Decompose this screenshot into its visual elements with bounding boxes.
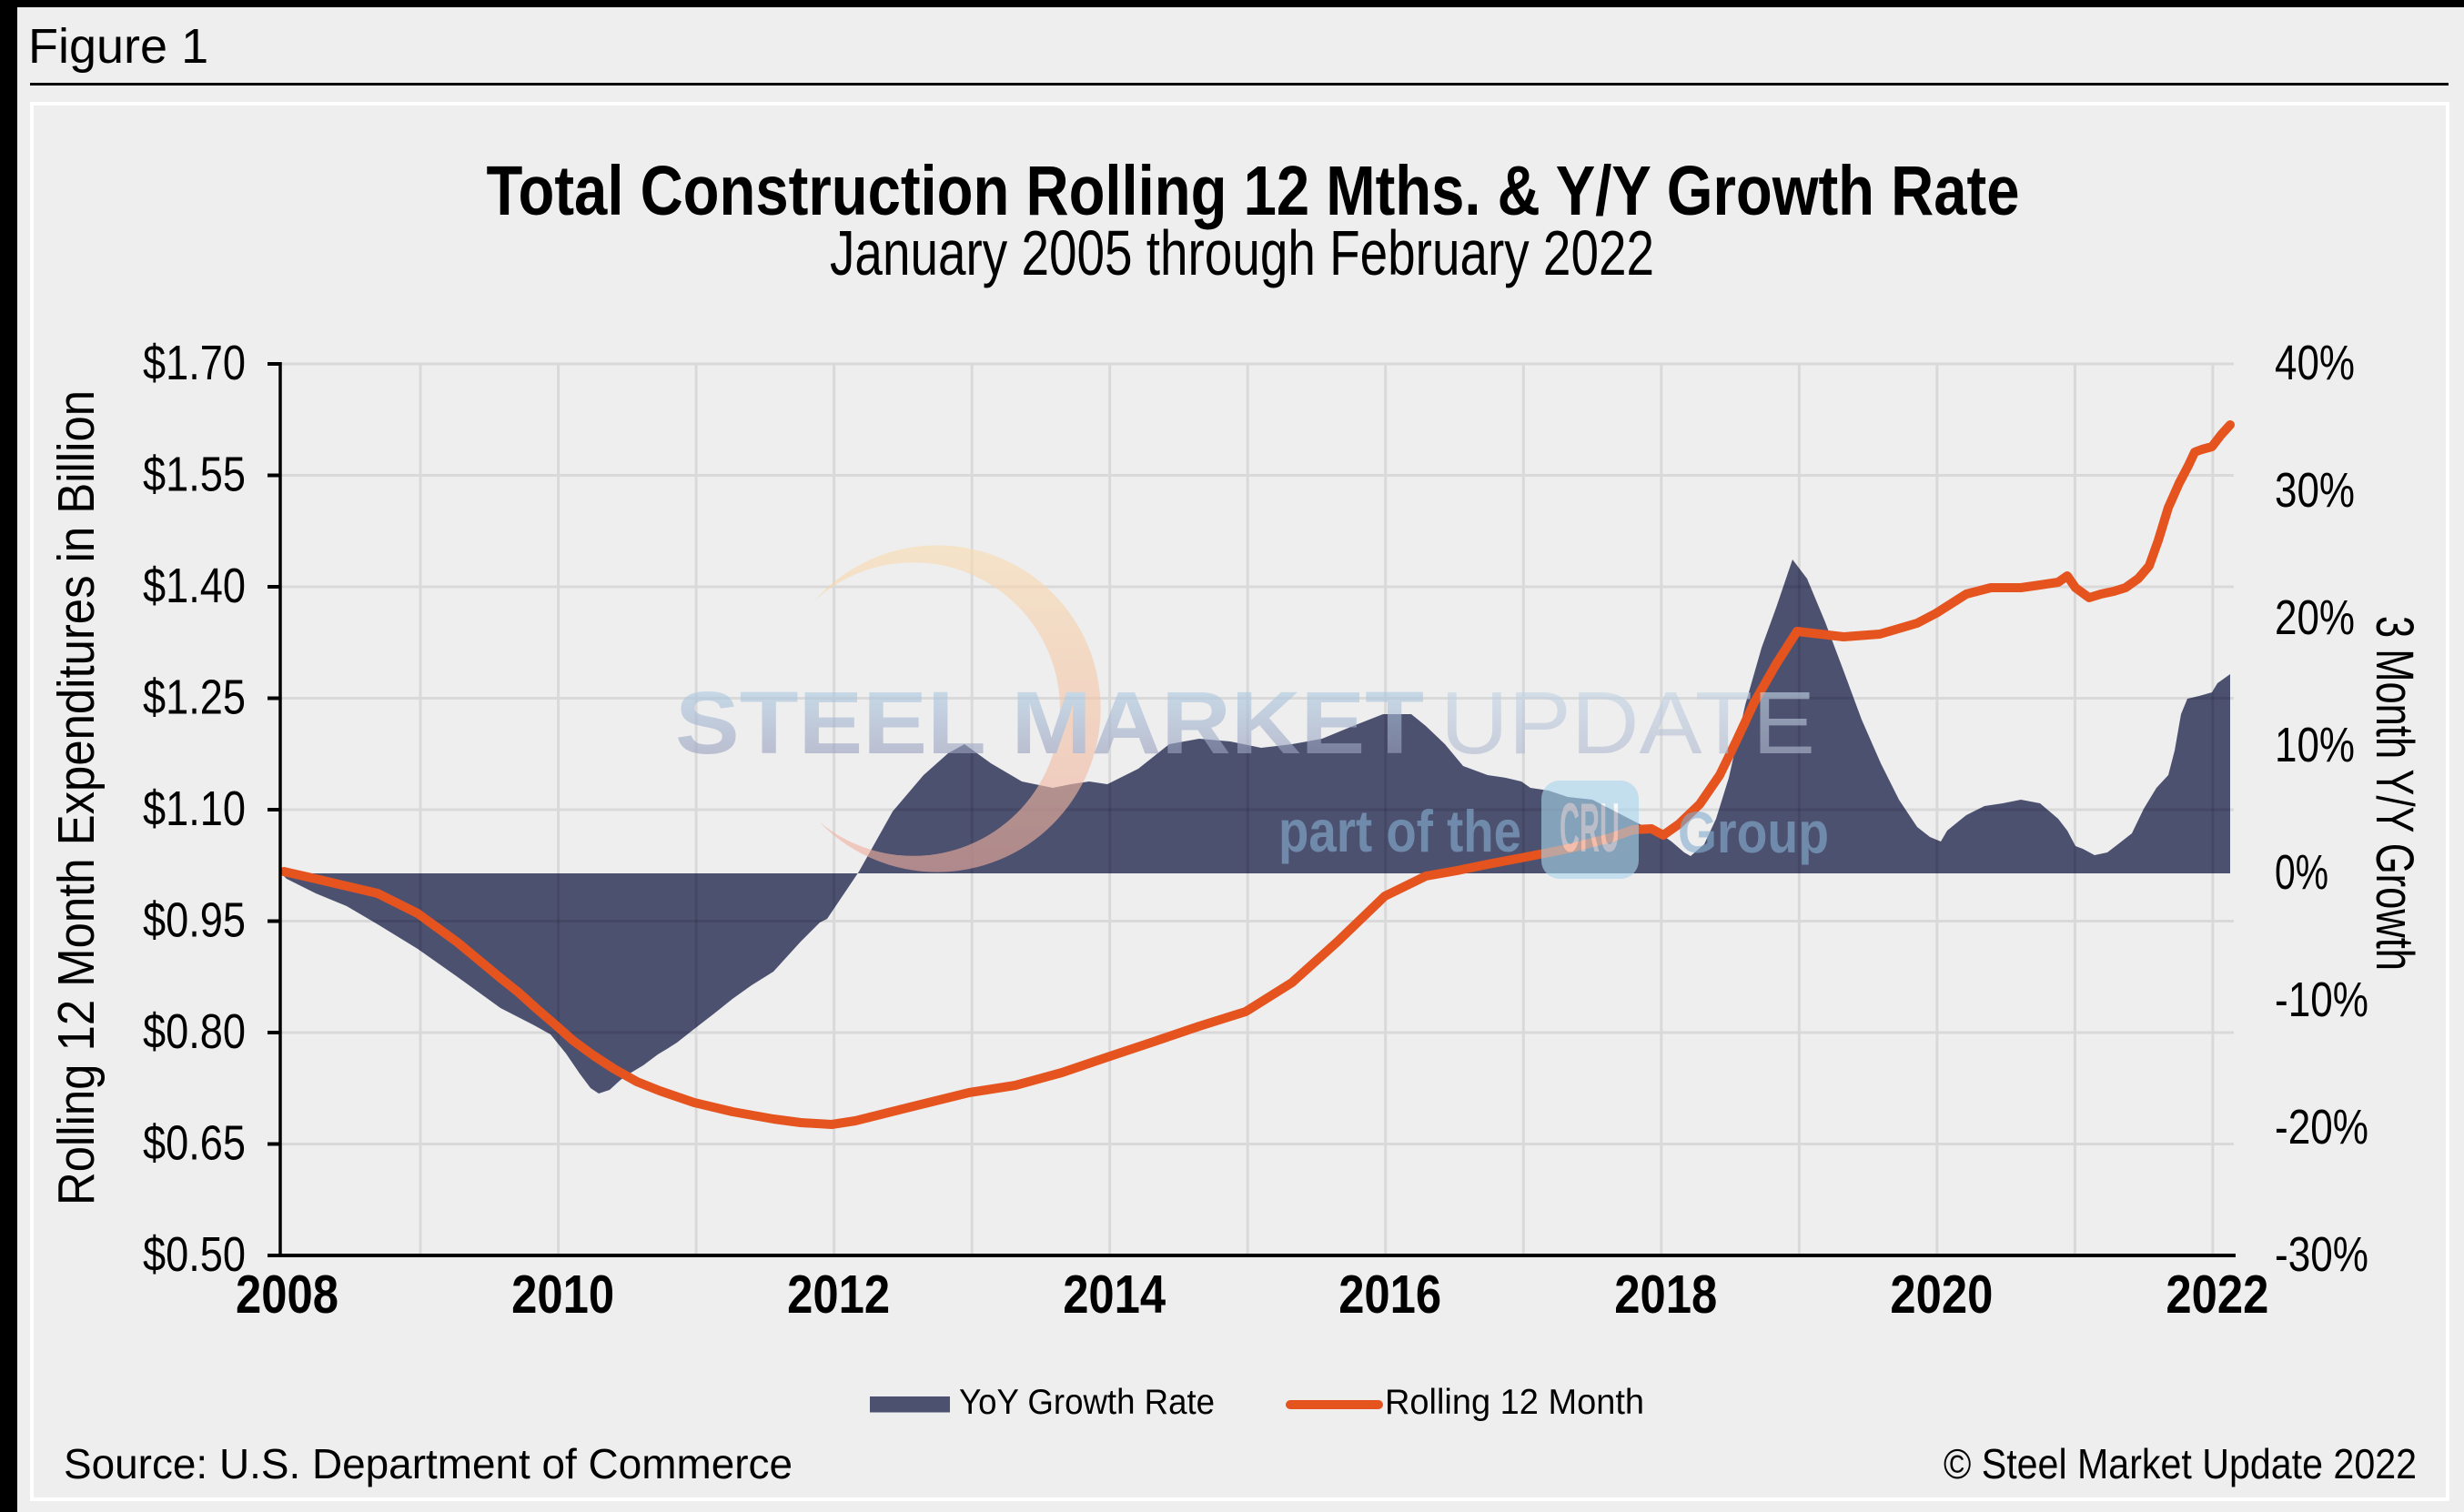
svg-text:2018: 2018	[1614, 1265, 1717, 1325]
svg-text:$1.10: $1.10	[143, 781, 246, 836]
svg-text:January 2005 through February: January 2005 through February 2022	[830, 217, 1654, 288]
svg-text:UPDATE: UPDATE	[1440, 673, 1815, 772]
svg-text:$1.55: $1.55	[143, 448, 246, 502]
svg-text:40%: 40%	[2275, 336, 2355, 390]
svg-text:YoY Growth Rate: YoY Growth Rate	[959, 1383, 1215, 1422]
svg-text:Total Construction Rolling 12: Total Construction Rolling 12 Mths. & Y/…	[487, 152, 2020, 230]
svg-text:2014: 2014	[1063, 1265, 1166, 1325]
svg-text:2022: 2022	[2166, 1265, 2268, 1325]
svg-text:2016: 2016	[1338, 1265, 1441, 1325]
svg-text:$0.80: $0.80	[143, 1004, 246, 1059]
svg-text:CRU: CRU	[1560, 790, 1620, 867]
svg-text:0%: 0%	[2275, 845, 2328, 900]
svg-text:$0.50: $0.50	[143, 1227, 246, 1282]
svg-text:-10%: -10%	[2275, 973, 2368, 1027]
svg-text:Rolling 12 Month: Rolling 12 Month	[1385, 1383, 1644, 1422]
svg-text:3 Month Y/Y Growth: 3 Month Y/Y Growth	[2365, 616, 2424, 971]
svg-text:part of the: part of the	[1278, 798, 1521, 864]
svg-text:30%: 30%	[2275, 463, 2355, 518]
svg-text:2012: 2012	[787, 1265, 890, 1325]
svg-text:20%: 20%	[2275, 590, 2355, 645]
svg-text:STEEL MARKET: STEEL MARKET	[675, 673, 1424, 772]
svg-text:$0.65: $0.65	[143, 1116, 246, 1171]
svg-text:$1.70: $1.70	[143, 336, 246, 390]
svg-text:2020: 2020	[1890, 1265, 1993, 1325]
svg-text:Figure 1: Figure 1	[28, 19, 208, 74]
svg-text:$1.40: $1.40	[143, 559, 246, 613]
svg-text:© Steel Market Update 2022: © Steel Market Update 2022	[1944, 1440, 2417, 1487]
svg-text:Rolling 12 Month Expenditures: Rolling 12 Month Expenditures in Billion	[47, 390, 106, 1205]
svg-text:Group: Group	[1678, 800, 1829, 865]
svg-text:Source: U.S. Department of Com: Source: U.S. Department of Commerce	[64, 1440, 793, 1487]
svg-text:2008: 2008	[236, 1265, 338, 1325]
svg-text:$0.95: $0.95	[143, 893, 246, 948]
svg-text:$1.25: $1.25	[143, 670, 246, 725]
svg-text:-20%: -20%	[2275, 1100, 2368, 1154]
svg-text:2010: 2010	[511, 1265, 614, 1325]
svg-text:-30%: -30%	[2275, 1227, 2368, 1282]
svg-text:10%: 10%	[2275, 718, 2355, 772]
